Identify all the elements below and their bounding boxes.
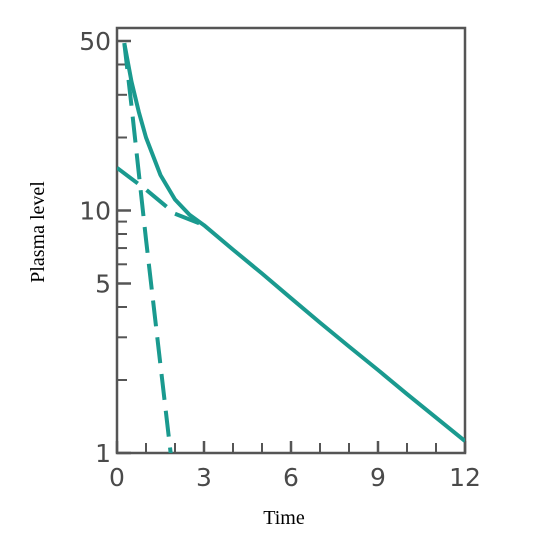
x-axis-title: Time: [263, 507, 305, 529]
x-tick-label: 0: [109, 463, 125, 492]
x-tick-label: 9: [370, 463, 386, 492]
solid-series-line: [122, 42, 465, 443]
x-tick-label: 12: [449, 463, 481, 492]
y-axis-title: Plasma level: [27, 181, 49, 283]
x-tick-label: 6: [283, 463, 299, 492]
x-tick-label: 3: [196, 463, 212, 492]
y-tick-label: 5: [95, 269, 111, 298]
plot-frame: [115, 26, 467, 455]
y-tick-label: 50: [79, 27, 111, 56]
y-tick-label: 1: [95, 439, 111, 468]
dashed-series-line-1: [122, 42, 173, 453]
dashed-series-line-2: [117, 166, 205, 228]
series-lines: [117, 42, 465, 453]
axes: [115, 26, 467, 455]
y-tick-label: 10: [79, 197, 111, 226]
